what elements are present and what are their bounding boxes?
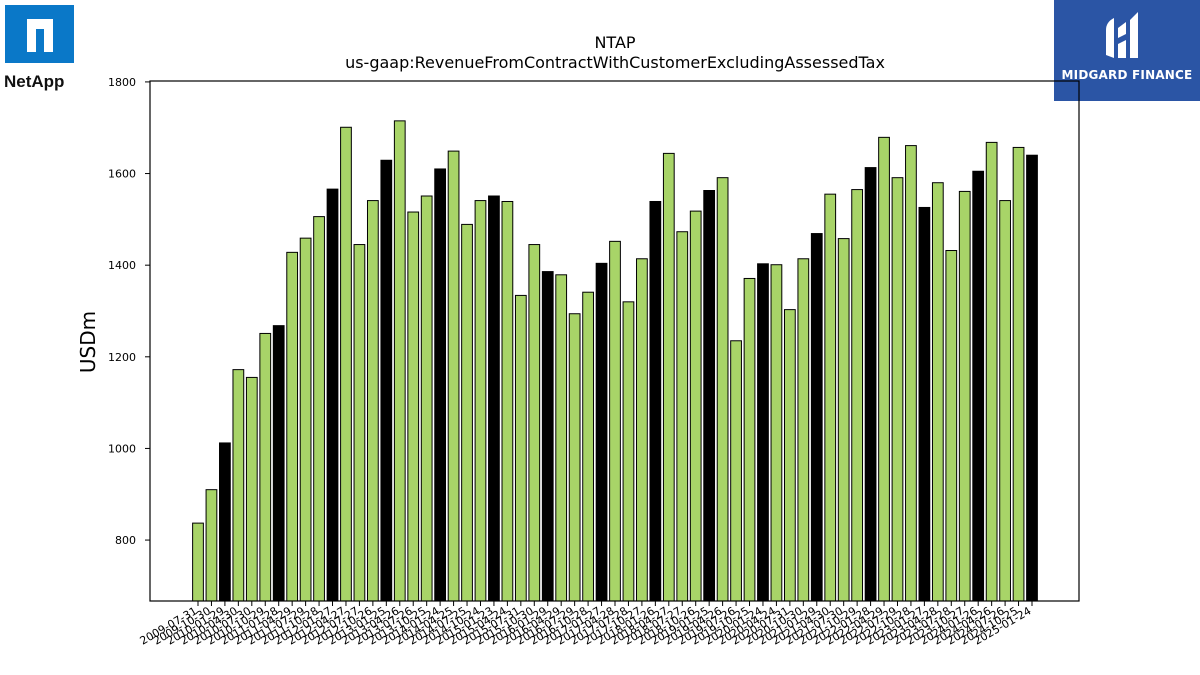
- x-axis: 2009-07-312009-10-302010-01-292010-04-30…: [138, 601, 1034, 648]
- bar-2013-10-25: [420, 195, 433, 602]
- y-tick-label: 1600: [108, 168, 136, 181]
- midgard-finance-wordmark: MIDGARD FINANCE: [1061, 68, 1193, 82]
- midgard-finance-logo: MIDGARD FINANCE: [1054, 0, 1200, 101]
- y-tick-label: 1800: [108, 76, 136, 89]
- bar-2009-07-31: [192, 522, 204, 602]
- midgard-emblem-icon: [1106, 12, 1138, 58]
- bar-2012-04-27: [340, 126, 352, 602]
- bar-2011-01-28: [272, 325, 285, 602]
- bar-2021-01-29: [810, 233, 823, 602]
- netapp-logo-icon: NetApp: [4, 5, 74, 91]
- bar-2023-04-28: [931, 182, 944, 602]
- bar-2023-07-28: [945, 250, 958, 602]
- bar-2022-01-28: [864, 167, 877, 602]
- bar-2025-01-24: [1026, 154, 1038, 602]
- bar-2020-07-31: [783, 309, 796, 602]
- bar-2020-04-24: [770, 264, 783, 602]
- bar-2012-01-27: [326, 188, 339, 602]
- bar-2015-01-23: [488, 195, 500, 602]
- bar-2011-10-28: [313, 216, 325, 602]
- bar-2014-04-25: [447, 150, 460, 602]
- chart-title: NTAP: [594, 33, 635, 52]
- bar-2020-01-24: [757, 263, 769, 602]
- y-axis: 800 1000 1200 1400 1600 1800: [108, 76, 150, 547]
- bar-2024-04-26: [985, 141, 998, 602]
- bar-2024-10-25: [1012, 146, 1025, 602]
- bar-2021-07-30: [837, 238, 850, 602]
- y-tick-label: 1400: [108, 259, 136, 272]
- bar-2014-10-24: [474, 200, 487, 602]
- bar-2018-10-26: [689, 210, 702, 602]
- bar-2009-10-30: [205, 489, 218, 602]
- bar-2024-07-26: [999, 200, 1011, 602]
- netapp-logo: NetApp: [4, 4, 80, 94]
- bar-2017-10-27: [636, 258, 648, 602]
- chart-subtitle: us-gaap:RevenueFromContractWithCustomerE…: [345, 53, 885, 72]
- bar-2011-04-29: [286, 251, 299, 602]
- bar-2016-10-28: [582, 291, 594, 602]
- bar-2018-07-27: [676, 231, 689, 602]
- bar-2019-07-26: [730, 340, 742, 602]
- bar-2024-01-26: [972, 170, 985, 602]
- plot-frame: [149, 80, 1080, 602]
- bar-2021-04-30: [824, 193, 837, 602]
- y-tick-label: 1000: [108, 442, 136, 455]
- bar-2018-01-26: [649, 200, 662, 602]
- bar-2022-10-28: [905, 145, 917, 602]
- y-axis-label: USDm: [76, 311, 100, 373]
- bar-2013-04-26: [393, 120, 406, 602]
- bar-2012-10-26: [366, 200, 379, 602]
- bar-2019-01-25: [703, 190, 716, 602]
- bar-2014-01-24: [434, 168, 447, 602]
- bar-2016-01-29: [541, 271, 554, 602]
- bar-2017-01-27: [595, 262, 608, 602]
- y-tick-label: 1200: [108, 351, 136, 364]
- bar-2022-07-29: [891, 177, 904, 602]
- y-tick-label: 800: [115, 534, 136, 547]
- bar-2010-07-30: [245, 376, 258, 602]
- bar-2019-10-25: [743, 277, 756, 602]
- bar-2013-01-25: [380, 159, 393, 602]
- bar-2015-04-24: [501, 200, 514, 602]
- bar-2023-10-27: [958, 190, 971, 602]
- bar-2023-01-27: [918, 206, 931, 602]
- bar-2013-07-26: [407, 211, 420, 602]
- bar-2017-07-28: [622, 301, 635, 602]
- bar-2022-04-29: [878, 136, 890, 602]
- bar-2010-01-29: [219, 442, 231, 602]
- bar-2016-07-29: [568, 313, 581, 602]
- bar-series: [192, 120, 1038, 602]
- bar-2017-04-28: [609, 240, 621, 602]
- netapp-logo-text: NetApp: [4, 72, 64, 91]
- bar-2016-04-29: [555, 274, 568, 602]
- bar-2012-07-27: [353, 244, 366, 602]
- bar-2019-04-26: [716, 177, 729, 602]
- bar-2021-10-29: [851, 189, 864, 602]
- bar-2018-04-27: [662, 152, 675, 602]
- bar-2015-10-30: [528, 244, 541, 602]
- bar-2011-07-29: [299, 237, 312, 602]
- bar-2010-10-29: [259, 332, 272, 602]
- bar-2020-10-30: [797, 258, 810, 602]
- bar-2015-07-31: [514, 294, 527, 602]
- bar-2014-07-25: [461, 223, 473, 602]
- bar-2010-04-30: [232, 369, 245, 602]
